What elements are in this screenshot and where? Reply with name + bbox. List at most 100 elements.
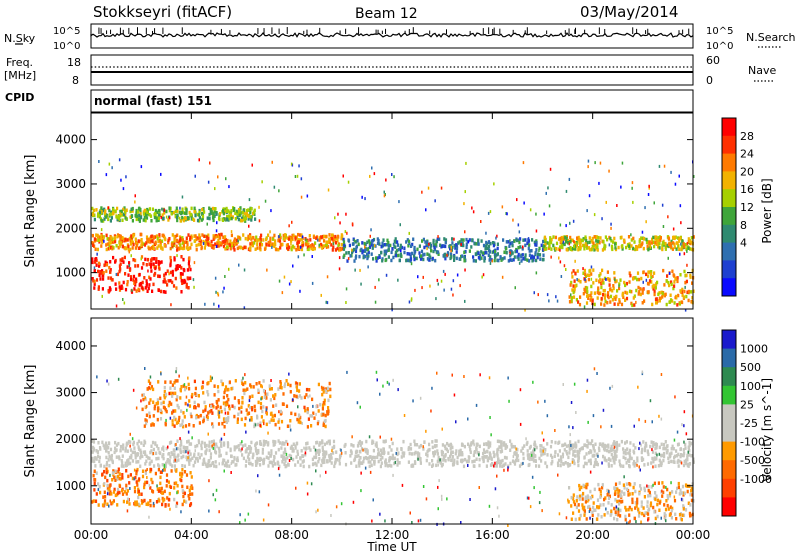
data-cell — [546, 293, 549, 297]
data-cell — [323, 239, 326, 243]
data-cell — [356, 444, 360, 448]
data-cell — [494, 255, 497, 259]
data-cell — [126, 441, 129, 446]
data-cell — [119, 209, 122, 214]
data-cell — [150, 423, 153, 427]
data-cell — [522, 161, 525, 165]
data-cell — [212, 493, 214, 497]
data-cell — [380, 448, 383, 452]
data-cell — [187, 261, 190, 266]
data-cell — [144, 462, 147, 466]
data-cell — [480, 220, 482, 223]
data-cell — [378, 255, 381, 259]
data-cell — [676, 241, 679, 245]
data-cell — [107, 450, 110, 455]
data-cell — [583, 305, 586, 309]
data-cell — [475, 446, 478, 450]
data-cell — [182, 257, 185, 262]
data-cell — [294, 463, 297, 467]
data-cell — [232, 243, 236, 248]
data-cell — [147, 379, 150, 383]
data-cell — [656, 514, 659, 519]
data-cell — [144, 257, 147, 262]
data-cell — [150, 269, 153, 273]
data-cell — [413, 460, 417, 464]
data-cell — [382, 238, 385, 242]
data-cell — [341, 247, 344, 251]
data-cell — [630, 238, 633, 242]
data-cell — [224, 235, 227, 239]
data-cell — [287, 382, 290, 387]
data-cell — [285, 439, 288, 444]
data-cell — [364, 245, 366, 249]
data-cell — [227, 218, 230, 222]
data-cell — [254, 423, 257, 427]
data-cell — [174, 456, 177, 460]
data-cell — [463, 255, 466, 260]
data-cell — [202, 242, 205, 245]
data-cell — [451, 254, 453, 258]
data-cell — [131, 450, 134, 454]
data-cell — [237, 399, 240, 403]
data-cell — [625, 482, 628, 486]
data-cell — [484, 251, 487, 255]
data-cell — [151, 490, 155, 494]
data-cell — [234, 379, 237, 383]
data-cell — [447, 456, 450, 461]
data-cell — [593, 508, 596, 512]
nave-right-top-tick: 60 — [706, 54, 720, 67]
data-cell — [608, 494, 611, 499]
colorbar-tick-label: 8 — [740, 219, 747, 232]
colorbar-tick-label: 28 — [740, 130, 754, 143]
data-cell — [243, 306, 246, 310]
data-cell — [367, 460, 370, 464]
data-cell — [467, 455, 470, 459]
data-cell — [165, 392, 168, 397]
data-cell — [167, 445, 169, 449]
data-cell — [301, 454, 304, 458]
data-cell — [109, 499, 111, 503]
data-cell — [578, 448, 582, 452]
data-cell — [670, 508, 673, 513]
data-cell — [159, 396, 162, 401]
data-cell — [255, 449, 258, 453]
data-cell — [267, 456, 270, 460]
data-cell — [239, 410, 242, 414]
data-cell — [569, 462, 572, 467]
data-cell — [503, 443, 506, 447]
data-cell — [583, 243, 586, 248]
data-cell — [354, 454, 357, 459]
data-cell — [228, 406, 231, 411]
data-cell — [683, 289, 686, 294]
data-cell — [646, 484, 648, 488]
data-cell — [496, 448, 499, 452]
data-cell — [584, 289, 587, 294]
data-cell — [495, 464, 498, 468]
data-cell — [690, 498, 693, 503]
data-cell — [374, 300, 377, 304]
data-cell — [239, 206, 242, 210]
data-cell — [675, 449, 678, 453]
data-cell — [280, 386, 283, 390]
data-cell — [91, 260, 94, 265]
data-cell — [496, 234, 498, 238]
data-cell — [531, 452, 534, 457]
data-cell — [403, 414, 406, 417]
data-cell — [563, 242, 566, 247]
data-cell — [98, 160, 100, 163]
data-cell — [596, 245, 599, 249]
data-cell — [94, 464, 97, 468]
data-cell — [218, 241, 221, 245]
data-cell — [652, 441, 655, 445]
data-cell — [610, 226, 612, 230]
data-cell — [198, 210, 201, 215]
data-cell — [176, 403, 179, 408]
data-cell — [425, 429, 427, 433]
data-cell — [156, 398, 159, 402]
data-cell — [153, 464, 156, 468]
data-cell — [112, 211, 115, 215]
data-cell — [477, 251, 480, 255]
data-cell — [354, 256, 357, 260]
data-cell — [371, 439, 374, 443]
